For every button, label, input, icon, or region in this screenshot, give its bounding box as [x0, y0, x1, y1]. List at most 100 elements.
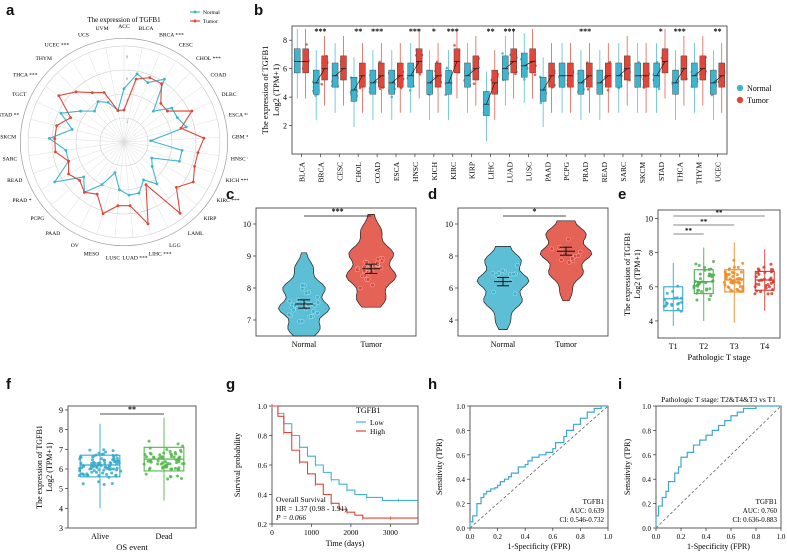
x-tick-label: 0.0: [652, 533, 661, 541]
box-point: [112, 467, 116, 471]
box-point: [767, 285, 771, 289]
radar-point: [180, 148, 184, 152]
box-point: [102, 448, 106, 452]
radar-r-tick: 2: [126, 119, 128, 124]
box-normal: [407, 62, 414, 88]
box-point: [111, 449, 115, 453]
x-tick-label: COAD: [373, 161, 382, 183]
x-tick-label: 0.6: [548, 533, 557, 541]
box-point: [91, 458, 95, 462]
plot-frame: [469, 405, 609, 529]
x-tick-label: Tumor: [360, 340, 382, 349]
box-point: [97, 468, 101, 472]
box-point: [726, 285, 730, 289]
significance-label: **: [487, 27, 495, 36]
radar-point: [149, 139, 153, 143]
legend-label: High: [370, 427, 385, 436]
box-point: [110, 471, 114, 475]
radar-point: [174, 186, 178, 189]
panel-label-g: g: [226, 376, 236, 393]
y-tick-label: 8: [247, 284, 251, 293]
radar-axis-label: ESCA ***: [229, 113, 248, 119]
box-point: [676, 307, 680, 311]
box-normal: [691, 62, 698, 88]
box-normal: [539, 76, 547, 102]
violin-point: [515, 263, 520, 268]
box-point: [676, 302, 680, 306]
point-tumor: [358, 86, 362, 90]
y-tick-label: 0.4: [642, 476, 651, 484]
radar-axis-label: STAD **: [0, 113, 19, 119]
box-tumor: [548, 62, 555, 88]
box-point: [736, 265, 740, 269]
radar-series-tumor: [54, 77, 205, 226]
significance-label: *: [432, 27, 436, 36]
y-tick-label: 0.8: [456, 427, 465, 435]
box: [754, 270, 775, 291]
x-tick-label: 0.8: [576, 533, 585, 541]
y-axis-label: The expression of TGFB1: [260, 46, 270, 135]
pair-line: [524, 61, 533, 67]
radar-point: [118, 188, 121, 192]
radar-spoke: [64, 141, 125, 218]
point-tumor: [606, 88, 610, 92]
point-tumor: [514, 72, 517, 76]
box-point: [162, 451, 166, 455]
box-normal: [331, 62, 339, 88]
box-point: [111, 458, 115, 462]
panel-label-h: h: [428, 376, 438, 393]
point-normal: [657, 87, 661, 91]
box-point: [769, 281, 773, 285]
radar-spoke: [123, 141, 220, 156]
plot-frame: [457, 207, 609, 337]
box-point: [665, 291, 669, 295]
y-tick-label: 10: [445, 220, 453, 229]
y-tick-label: 6: [283, 65, 287, 74]
box-point: [735, 273, 739, 277]
violin-point: [315, 311, 320, 316]
box-point: [707, 297, 711, 301]
violin-point: [566, 260, 572, 265]
significance-label: ***: [674, 27, 686, 36]
box-point: [755, 271, 759, 275]
radar-point: [159, 102, 163, 105]
violin-point: [370, 282, 375, 288]
radar-axis-label: LGG: [169, 243, 181, 249]
radar-axis-label: UCEC ***: [45, 42, 70, 48]
violin-point: [507, 278, 513, 284]
radar-point: [59, 111, 63, 115]
box-tumor: [359, 62, 366, 88]
box-point: [97, 451, 101, 455]
box-tumor: [661, 48, 669, 74]
radar-point: [67, 172, 70, 176]
radar-axis-label: LUSC: [106, 255, 121, 260]
y-tick-label: 7: [59, 445, 63, 454]
violin-point: [362, 273, 368, 278]
box-point: [108, 461, 112, 465]
radar-point: [162, 77, 166, 81]
box-point: [738, 285, 742, 289]
chart-title: Pathologic T stage: T2&T4&T3 vs T1: [661, 395, 776, 404]
y-tick-label: 9: [247, 252, 251, 261]
box-point: [173, 466, 177, 470]
violin-point: [378, 265, 384, 271]
x-tick-label: 2000: [343, 528, 358, 537]
violin-point: [578, 249, 583, 254]
x-tick-label: 0.0: [466, 533, 475, 541]
box-point: [168, 474, 172, 478]
significance-label: ***: [371, 27, 383, 36]
box-point: [102, 459, 106, 463]
y-axis-label-unit: Log2 (TPM+1): [633, 249, 642, 299]
pair-line: [410, 61, 420, 76]
boxplot-f: 3 4 5 6 7 8 9 The expression of TGFB1 Log2 (TPM+…: [35, 405, 197, 552]
x-tick-label: T2: [699, 342, 708, 351]
box-tumor: [397, 62, 404, 88]
box-tumor: [623, 55, 631, 81]
radar-point: [190, 109, 194, 113]
radar-axis-label: GBM ***: [232, 134, 248, 140]
box-point: [735, 287, 739, 291]
box-point: [172, 455, 176, 459]
point-tumor: [378, 60, 381, 64]
box-point: [165, 448, 169, 452]
y-tick-label: 0.6: [456, 452, 465, 460]
